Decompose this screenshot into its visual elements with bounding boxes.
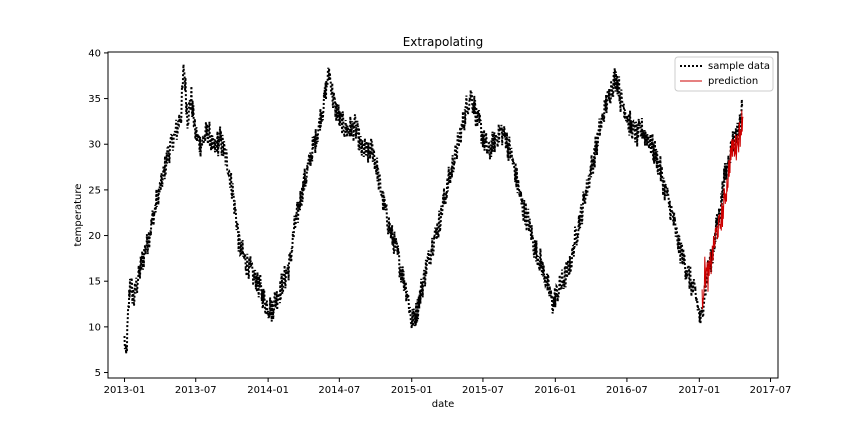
y-axis-label: temperature — [73, 184, 84, 247]
legend-label-sample-data: sample data — [708, 61, 770, 72]
y-axis: 5 10 15 20 25 30 35 40 — [88, 48, 108, 379]
series-layer — [123, 64, 744, 354]
x-tick-label: 2016-01 — [534, 385, 576, 396]
x-axis: 2013-01 2013-07 2014-01 2014-07 2015-01 2015-… — [104, 378, 792, 396]
y-tick-label: 25 — [88, 185, 101, 196]
x-tick-label: 2014-01 — [247, 385, 289, 396]
legend: sample data prediction — [674, 56, 774, 92]
x-tick-label: 2017-01 — [678, 385, 720, 396]
x-tick-label: 2014-07 — [318, 385, 360, 396]
x-axis-label: date — [432, 399, 455, 410]
legend-box — [674, 56, 774, 92]
y-tick-label: 30 — [88, 140, 101, 151]
y-tick-label: 35 — [88, 94, 101, 105]
y-tick-label: 20 — [88, 231, 101, 242]
y-tick-label: 15 — [88, 277, 101, 288]
x-tick-label: 2017-07 — [750, 385, 792, 396]
y-tick-label: 5 — [95, 368, 101, 379]
y-tick-label: 40 — [88, 48, 101, 59]
x-tick-label: 2016-07 — [606, 385, 648, 396]
x-tick-label: 2013-01 — [104, 385, 146, 396]
series-line-sample-data — [123, 64, 744, 354]
y-tick-label: 10 — [88, 322, 101, 333]
series-line-prediction — [701, 110, 744, 310]
x-tick-label: 2015-01 — [391, 385, 433, 396]
x-tick-label: 2015-07 — [462, 385, 504, 396]
plot-frame — [107, 51, 779, 379]
x-tick-label: 2013-07 — [175, 385, 217, 396]
chart-title: Extrapolating — [403, 35, 484, 49]
legend-label-prediction: prediction — [708, 76, 758, 87]
